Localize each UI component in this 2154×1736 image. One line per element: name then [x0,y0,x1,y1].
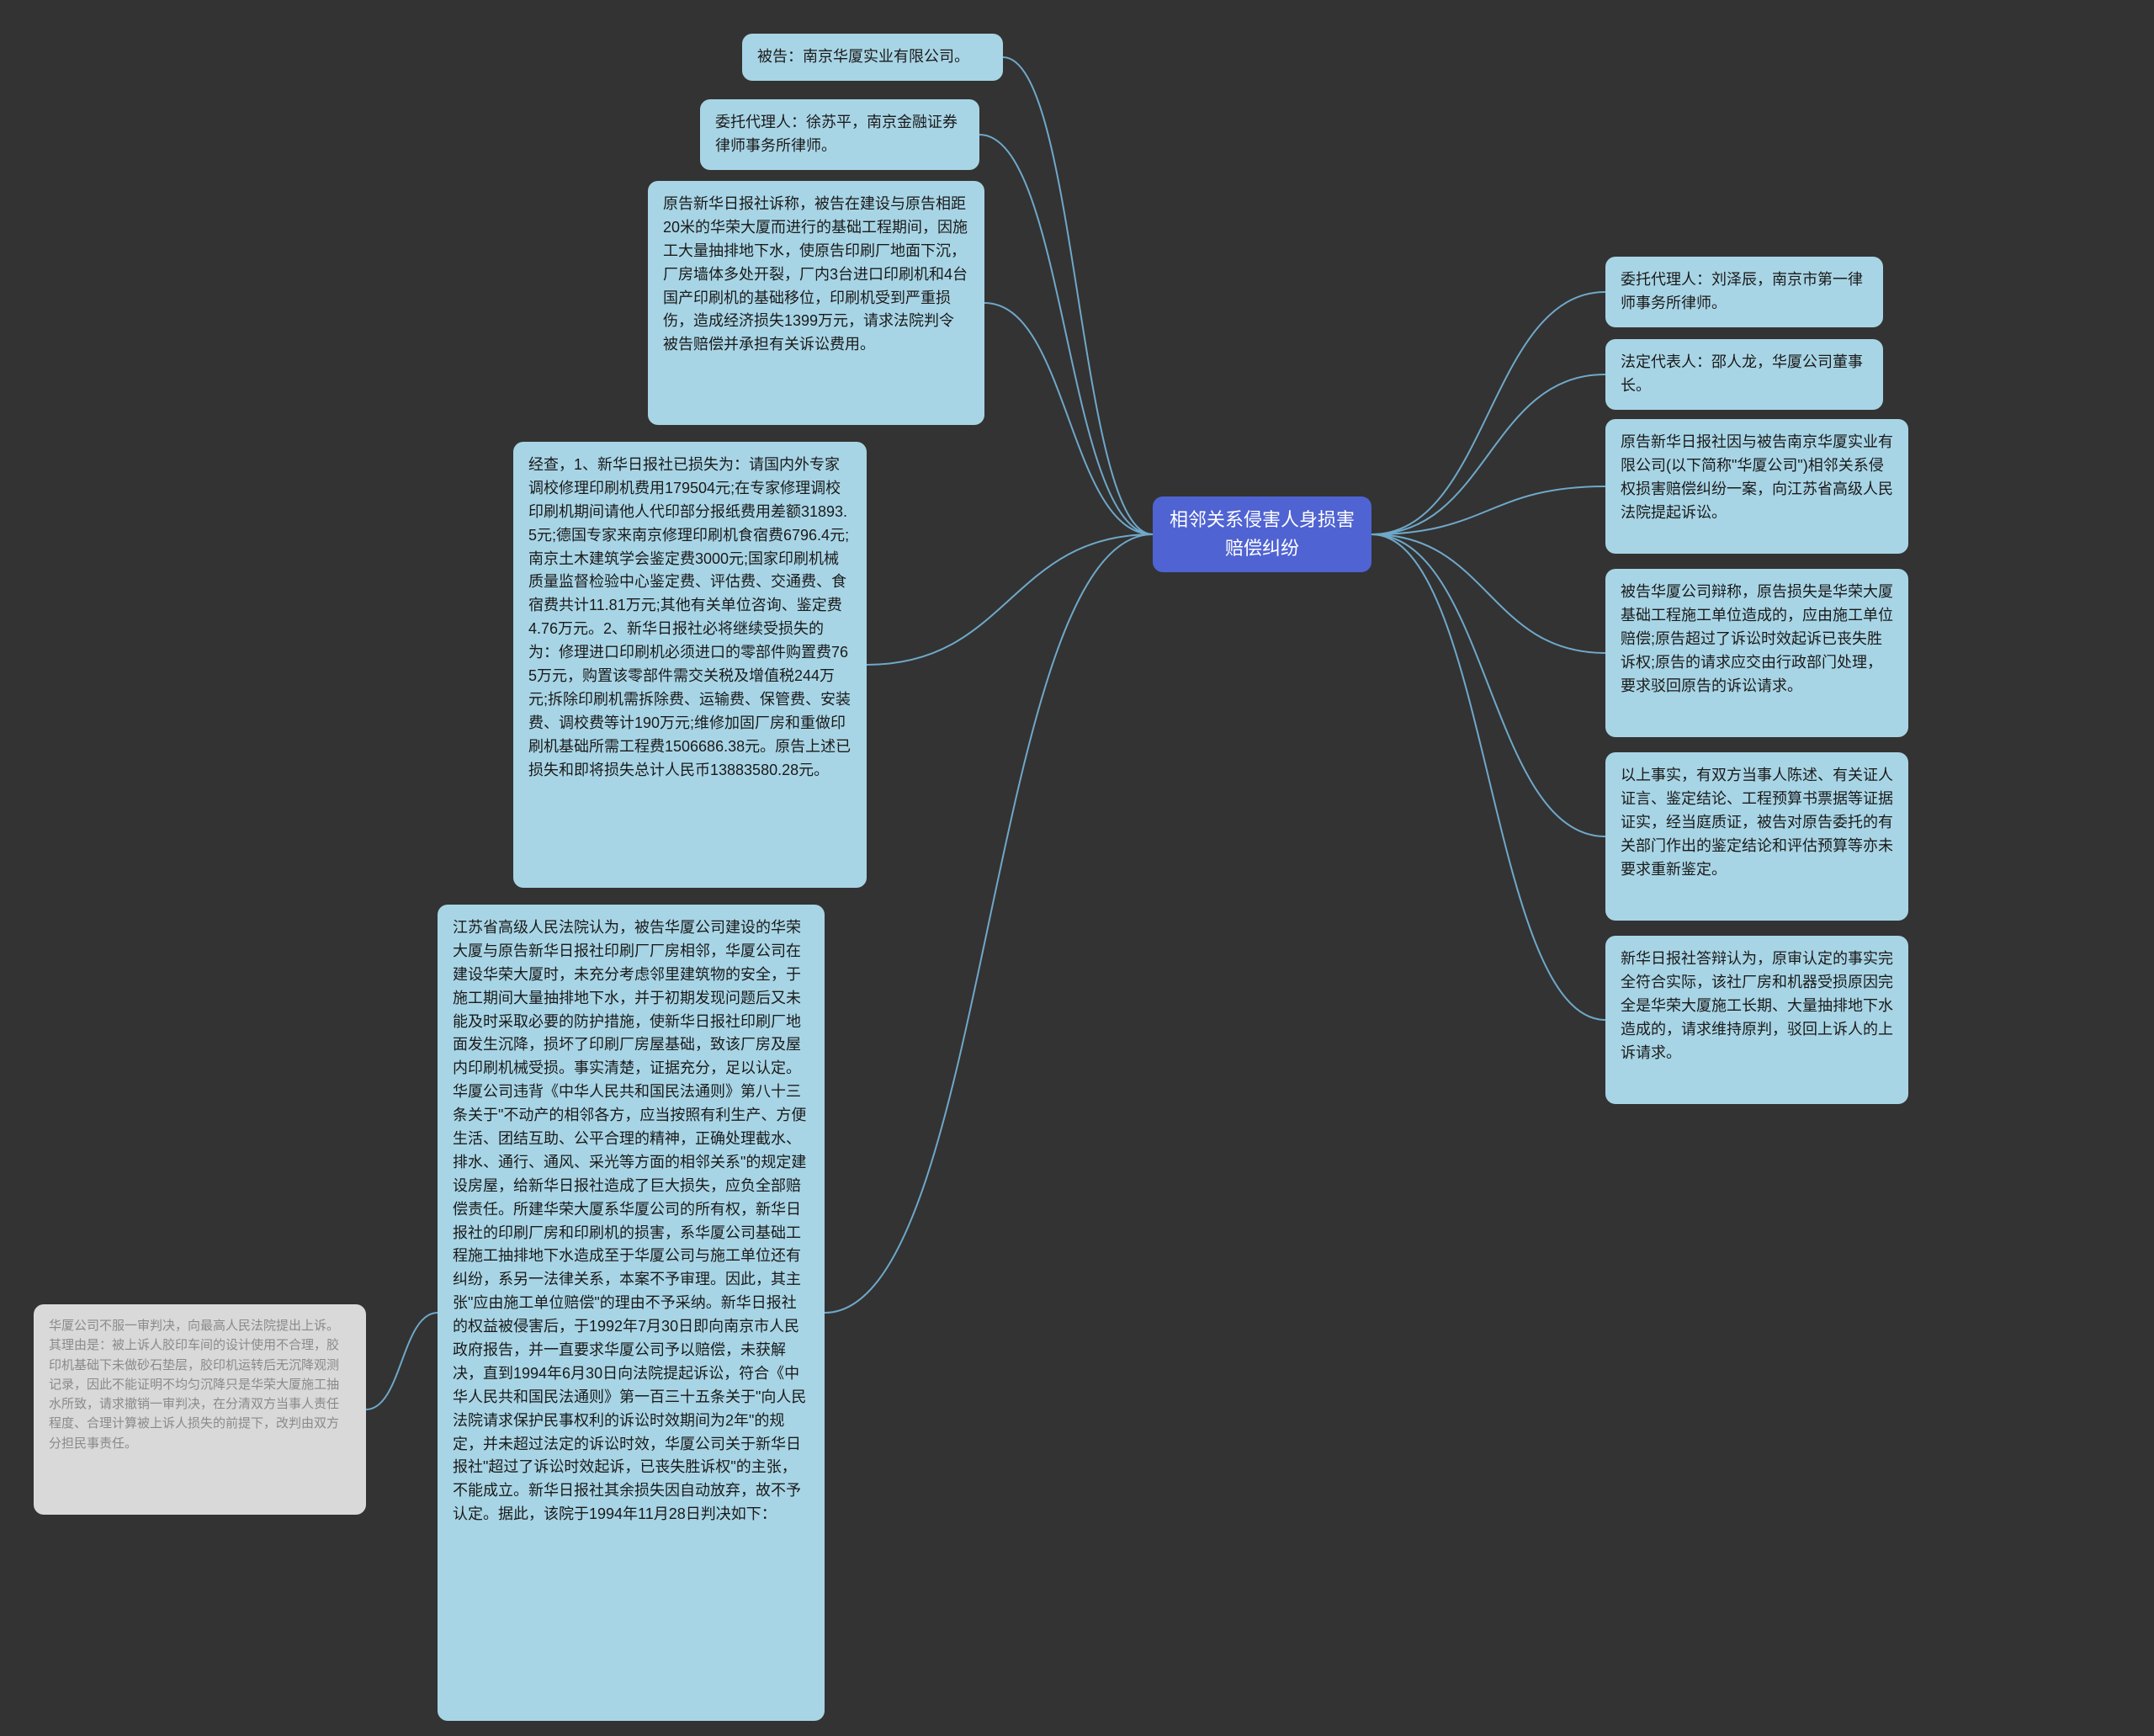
mindmap-canvas: 树图 shutu.cn 相邻关系侵害人身损害赔偿纠纷被告：南京华厦实业有限公司。… [0,0,2154,1736]
mindmap-node-secondary[interactable]: 华厦公司不服一审判决，向最高人民法院提出上诉。其理由是：被上诉人胶印车间的设计使… [34,1304,366,1515]
mindmap-node[interactable]: 法定代表人：邵人龙，华厦公司董事长。 [1605,339,1883,410]
mindmap-node[interactable]: 被告：南京华厦实业有限公司。 [742,34,1003,81]
mindmap-node[interactable]: 被告华厦公司辩称，原告损失是华荣大厦基础工程施工单位造成的，应由施工单位赔偿;原… [1605,569,1908,737]
mindmap-node[interactable]: 委托代理人：刘泽辰，南京市第一律师事务所律师。 [1605,257,1883,327]
mindmap-node[interactable]: 原告新华日报社因与被告南京华厦实业有限公司(以下简称"华厦公司")相邻关系侵权损… [1605,419,1908,554]
mindmap-node[interactable]: 江苏省高级人民法院认为，被告华厦公司建设的华荣大厦与原告新华日报社印刷厂厂房相邻… [438,905,825,1721]
mindmap-node[interactable]: 原告新华日报社诉称，被告在建设与原告相距20米的华荣大厦而进行的基础工程期间，因… [648,181,984,425]
mindmap-node[interactable]: 以上事实，有双方当事人陈述、有关证人证言、鉴定结论、工程预算书票据等证据证实，经… [1605,752,1908,921]
mindmap-node[interactable]: 新华日报社答辩认为，原审认定的事实完全符合实际，该社厂房和机器受损原因完全是华荣… [1605,936,1908,1104]
mindmap-node[interactable]: 经查，1、新华日报社已损失为：请国内外专家调校修理印刷机费用179504元;在专… [513,442,867,888]
root-node[interactable]: 相邻关系侵害人身损害赔偿纠纷 [1153,496,1371,572]
mindmap-node[interactable]: 委托代理人：徐苏平，南京金融证券律师事务所律师。 [700,99,979,170]
